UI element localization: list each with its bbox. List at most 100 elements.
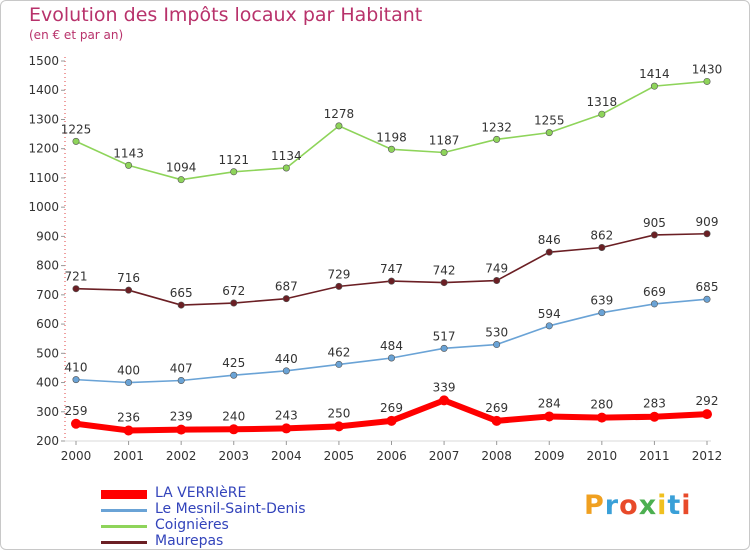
data-label: 425 <box>222 356 245 370</box>
data-label: 239 <box>170 410 193 424</box>
chart-subtitle: (en € et par an) <box>29 28 124 42</box>
data-label: 862 <box>590 228 613 242</box>
data-label: 716 <box>117 271 140 285</box>
data-point <box>125 286 133 294</box>
legend-swatch <box>101 541 147 544</box>
data-label: 236 <box>117 410 140 424</box>
data-point <box>282 367 290 375</box>
data-point <box>649 411 660 422</box>
data-label: 440 <box>275 352 298 366</box>
y-tick-label: 900 <box>36 229 59 243</box>
x-tick-label: 2010 <box>587 449 618 463</box>
data-point <box>703 77 711 85</box>
y-tick-label: 400 <box>36 376 59 390</box>
y-tick-label: 500 <box>36 346 59 360</box>
x-tick-label: 2009 <box>534 449 565 463</box>
x-tick-label: 2005 <box>324 449 355 463</box>
data-point <box>544 411 555 422</box>
data-label: 250 <box>327 406 350 420</box>
legend-swatch <box>101 525 147 528</box>
data-label: 1134 <box>271 149 302 163</box>
x-tick-label: 2008 <box>481 449 512 463</box>
logo-letter: i <box>657 490 668 521</box>
data-label: 1187 <box>429 133 460 147</box>
data-label: 240 <box>222 409 245 423</box>
data-label: 1318 <box>587 95 618 109</box>
data-label: 749 <box>485 262 508 276</box>
data-point <box>491 415 502 426</box>
data-point <box>230 299 238 307</box>
data-label: 462 <box>327 345 350 359</box>
data-point <box>596 412 607 423</box>
data-point <box>387 145 395 153</box>
x-tick-label: 2003 <box>218 449 249 463</box>
y-tick-label: 600 <box>36 317 59 331</box>
data-label: 530 <box>485 326 508 340</box>
data-label: 259 <box>65 404 88 418</box>
data-point <box>72 137 80 145</box>
y-tick-label: 300 <box>36 405 59 419</box>
data-point <box>493 341 501 349</box>
data-label: 594 <box>538 307 561 321</box>
legend-swatch <box>101 509 147 512</box>
data-label: 269 <box>485 401 508 415</box>
x-tick-label: 2012 <box>692 449 723 463</box>
data-point <box>493 277 501 285</box>
data-point <box>177 301 185 309</box>
data-point <box>282 295 290 303</box>
legend-item: Le Mesnil-Saint-Denis <box>101 501 401 517</box>
legend-label: Maurepas <box>155 533 224 549</box>
data-label: 687 <box>275 280 298 294</box>
data-label: 729 <box>327 267 350 281</box>
y-tick-label: 1500 <box>28 54 59 68</box>
data-point <box>281 423 292 434</box>
data-label: 339 <box>433 380 456 394</box>
logo-letter: i <box>681 490 692 521</box>
data-point <box>333 421 344 432</box>
data-label: 1143 <box>113 146 144 160</box>
y-tick-label: 1300 <box>28 112 59 126</box>
data-label: 1232 <box>481 120 512 134</box>
data-label: 1198 <box>376 130 407 144</box>
chart-title: Evolution des Impôts locaux par Habitant <box>29 4 423 26</box>
data-label: 280 <box>590 398 613 412</box>
data-point <box>176 424 187 435</box>
data-label: 410 <box>65 361 88 375</box>
data-label: 1225 <box>61 122 92 136</box>
data-label: 269 <box>380 401 403 415</box>
data-point <box>439 395 450 406</box>
data-point <box>123 425 134 436</box>
y-tick-label: 700 <box>36 288 59 302</box>
data-label: 685 <box>696 280 719 294</box>
data-point <box>387 354 395 362</box>
data-label: 1278 <box>324 107 355 121</box>
data-point <box>545 322 553 330</box>
x-tick-label: 2007 <box>429 449 460 463</box>
data-point <box>598 309 606 317</box>
data-label: 1414 <box>639 67 670 81</box>
data-point <box>702 409 712 420</box>
y-tick-label: 1100 <box>28 171 59 185</box>
data-label: 292 <box>696 394 719 408</box>
logo-letter: r <box>604 490 620 521</box>
data-point <box>72 376 80 384</box>
x-tick-label: 2004 <box>271 449 302 463</box>
data-point <box>125 379 133 387</box>
data-label: 484 <box>380 339 403 353</box>
logo-letter: o <box>619 490 639 521</box>
data-point <box>545 129 553 137</box>
data-point <box>335 282 343 290</box>
data-label: 747 <box>380 262 403 276</box>
data-label: 905 <box>643 216 666 230</box>
data-label: 669 <box>643 285 666 299</box>
data-point <box>282 164 290 172</box>
x-tick-label: 2006 <box>376 449 407 463</box>
legend-label: LA VERRIèRE <box>155 485 247 501</box>
data-point <box>230 168 238 176</box>
x-tick-label: 2011 <box>639 449 670 463</box>
data-label: 407 <box>170 361 193 375</box>
data-point <box>386 415 397 426</box>
data-point <box>703 230 711 238</box>
data-point <box>71 418 81 429</box>
y-tick-label: 1200 <box>28 142 59 156</box>
